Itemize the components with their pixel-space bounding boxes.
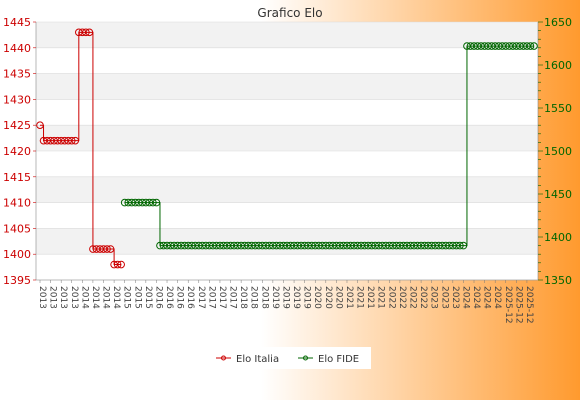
left-tick-label: 1440 [3, 42, 31, 55]
italia-series-marker [36, 121, 44, 129]
x-tick-label: 2024 [471, 286, 481, 309]
grid-band [36, 125, 538, 151]
x-tick-label: 2025-12 [513, 286, 523, 324]
italia-series-marker [103, 245, 111, 253]
left-tick-label: 1410 [3, 197, 31, 210]
grid-band [36, 228, 538, 255]
x-tick-label: 2019 [270, 286, 280, 309]
x-tick-label: 2022 [408, 286, 418, 309]
x-tick-label: 2015 [122, 286, 132, 309]
x-tick-label: 2013 [37, 286, 47, 309]
x-tick-label: 2023 [450, 286, 460, 309]
x-tick-label: 2023 [439, 286, 449, 309]
chart-legend: Elo Italia Elo FIDE [209, 347, 371, 369]
x-tick-label: 2018 [259, 286, 269, 309]
legend-italia-label: Elo Italia [236, 354, 279, 365]
legend-fide-label: Elo FIDE [318, 354, 359, 365]
x-tick-label: 2019 [291, 286, 301, 309]
left-tick-label: 1435 [3, 68, 31, 81]
x-tick-label: 2013 [58, 286, 68, 309]
x-tick-label: 2024 [482, 286, 492, 309]
x-tick-label: 2016 [185, 286, 195, 309]
x-tick-label: 2016 [164, 286, 174, 309]
x-tick-label: 2021 [344, 286, 354, 309]
legend-italia-marker [221, 355, 226, 361]
x-tick-label: 2020 [312, 286, 322, 309]
x-tick-label: 2023 [429, 286, 439, 309]
italia-series-marker [106, 245, 115, 253]
legend-box [209, 347, 371, 369]
x-tick-label: 2017 [206, 286, 216, 309]
fide-series-marker [459, 241, 468, 250]
fide-series-marker [456, 241, 464, 250]
x-tick-label: 2014 [101, 286, 111, 309]
x-tick-label: 2025-12 [503, 286, 513, 324]
right-tick-label: 1600 [544, 59, 572, 72]
x-tick-label: 2016 [175, 286, 185, 309]
right-tick-label: 1350 [544, 274, 572, 287]
x-tick-label: 2015 [132, 286, 142, 309]
italia-series-marker [117, 260, 125, 269]
x-tick-label: 2022 [418, 286, 428, 309]
x-tick-label: 2017 [228, 286, 238, 309]
x-tick-label: 2018 [238, 286, 248, 309]
right-tick-label: 1450 [544, 188, 572, 201]
fide-series-marker [152, 198, 161, 207]
fide-series-marker [526, 42, 535, 50]
x-tick-label: 2016 [153, 286, 163, 309]
right-tick-label: 1650 [544, 16, 572, 29]
chart-title: Grafico Elo [257, 6, 322, 20]
grid-band [36, 73, 538, 100]
x-tick-label: 2024 [460, 286, 470, 309]
fide-series-marker [530, 42, 538, 50]
italia-series-marker [67, 136, 76, 145]
grid-band [36, 22, 538, 48]
left-tick-label: 1395 [3, 274, 31, 287]
left-tick-label: 1445 [3, 16, 31, 29]
left-tick-label: 1425 [3, 119, 31, 132]
x-tick-label: 2019 [280, 286, 290, 309]
italia-series-marker [85, 28, 94, 37]
x-tick-label: 2018 [249, 286, 259, 309]
right-tick-label: 1400 [544, 231, 572, 244]
right-tick-label: 1500 [544, 145, 572, 158]
x-tick-label: 2020 [333, 286, 343, 309]
left-tick-label: 1430 [3, 93, 31, 106]
x-tick-label: 2015 [143, 286, 153, 309]
left-tick-label: 1400 [3, 248, 31, 261]
x-tick-label: 2021 [376, 286, 386, 309]
x-tick-label: 2019 [302, 286, 312, 309]
x-tick-label: 2021 [365, 286, 375, 309]
x-tick-label: 2014 [90, 286, 100, 309]
italia-series-marker [82, 28, 90, 37]
x-tick-label: 2014 [111, 286, 121, 309]
italia-series-marker [113, 260, 122, 269]
italia-series-marker [71, 136, 80, 145]
right-tick-label: 1550 [544, 102, 572, 115]
italia-series-line [40, 31, 122, 266]
x-tick-label: 2013 [69, 286, 79, 309]
x-tick-label: 2013 [48, 286, 58, 309]
x-tick-label: 2017 [217, 286, 227, 309]
x-tick-label: 2024 [492, 286, 502, 309]
x-tick-label: 2025-12 [524, 286, 534, 324]
x-tick-label: 2017 [196, 286, 206, 309]
fide-series-marker [149, 198, 157, 207]
x-tick-label: 2022 [397, 286, 407, 309]
x-tick-label: 2020 [323, 286, 333, 309]
grid-band [36, 176, 538, 203]
x-tick-label: 2022 [386, 286, 396, 309]
x-tick-label: 2021 [355, 286, 365, 309]
legend-fide-marker [303, 355, 308, 361]
left-tick-label: 1420 [3, 145, 31, 158]
left-tick-label: 1405 [3, 222, 31, 235]
x-tick-label: 2014 [79, 286, 89, 309]
left-tick-label: 1415 [3, 171, 31, 184]
